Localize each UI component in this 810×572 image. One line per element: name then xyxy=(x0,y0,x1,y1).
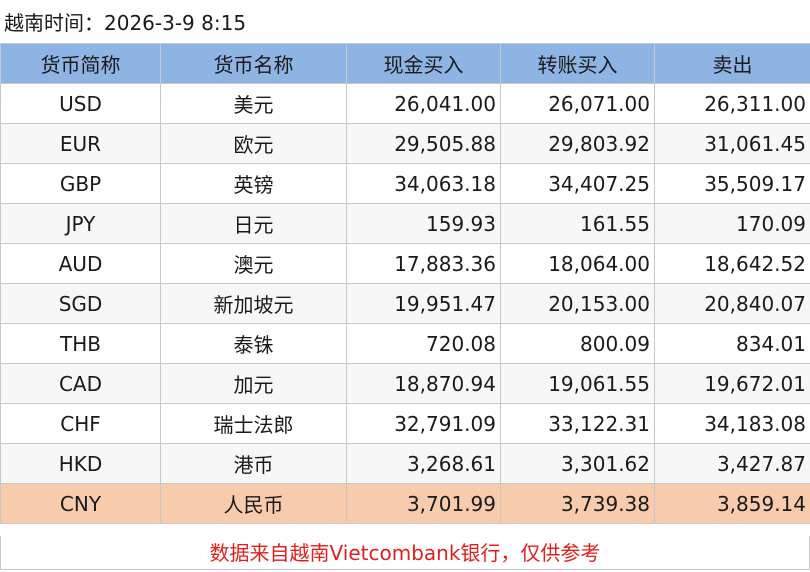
table-row: AUD 澳元 17,883.36 18,064.00 18,642.52 xyxy=(0,243,810,284)
sell-value: 26,311.00 xyxy=(654,83,810,124)
currency-name: 加元 xyxy=(160,363,347,404)
sell-value: 3,427.87 xyxy=(654,443,810,484)
transfer-buy-value: 800.09 xyxy=(500,323,655,364)
cash-buy-value: 32,791.09 xyxy=(346,403,501,444)
page-title: 越南时间：2026-3-9 8:15 xyxy=(4,11,247,35)
transfer-buy-value: 3,301.62 xyxy=(500,443,655,484)
cash-buy-value: 19,951.47 xyxy=(346,283,501,324)
currency-name: 英镑 xyxy=(160,163,347,204)
sell-value: 34,183.08 xyxy=(654,403,810,444)
cash-buy-value: 34,063.18 xyxy=(346,163,501,204)
currency-code: USD xyxy=(0,83,161,124)
table-row: USD 美元 26,041.00 26,071.00 26,311.00 xyxy=(0,83,810,124)
currency-code: GBP xyxy=(0,163,161,204)
table-row: EUR 欧元 29,505.88 29,803.92 31,061.45 xyxy=(0,123,810,164)
header-currency-code: 货币简称 xyxy=(0,43,161,84)
header-sell: 卖出 xyxy=(654,43,810,84)
currency-name: 瑞士法郎 xyxy=(160,403,347,444)
currency-code: JPY xyxy=(0,203,161,244)
currency-name: 美元 xyxy=(160,83,347,124)
exchange-rate-table: 货币简称 货币名称 现金买入 转账买入 卖出 USD 美元 26,041.00 … xyxy=(0,43,810,524)
cash-buy-value: 29,505.88 xyxy=(346,123,501,164)
header-currency-name: 货币名称 xyxy=(160,43,347,84)
currency-code: AUD xyxy=(0,243,161,284)
transfer-buy-value: 3,739.38 xyxy=(500,483,655,524)
sell-value: 834.01 xyxy=(654,323,810,364)
currency-name: 港币 xyxy=(160,443,347,484)
sell-value: 170.09 xyxy=(654,203,810,244)
table-row: HKD 港币 3,268.61 3,301.62 3,427.87 xyxy=(0,443,810,484)
cash-buy-value: 17,883.36 xyxy=(346,243,501,284)
table-row: GBP 英镑 34,063.18 34,407.25 35,509.17 xyxy=(0,163,810,204)
cash-buy-value: 720.08 xyxy=(346,323,501,364)
table-row: CHF 瑞士法郎 32,791.09 33,122.31 34,183.08 xyxy=(0,403,810,444)
table-row: JPY 日元 159.93 161.55 170.09 xyxy=(0,203,810,244)
header-cash-buy: 现金买入 xyxy=(346,43,501,84)
currency-name: 日元 xyxy=(160,203,347,244)
table-row-highlighted: CNY 人民币 3,701.99 3,739.38 3,859.14 xyxy=(0,483,810,524)
transfer-buy-value: 19,061.55 xyxy=(500,363,655,404)
cash-buy-value: 18,870.94 xyxy=(346,363,501,404)
cash-buy-value: 3,268.61 xyxy=(346,443,501,484)
sell-value: 18,642.52 xyxy=(654,243,810,284)
transfer-buy-value: 26,071.00 xyxy=(500,83,655,124)
currency-code: CAD xyxy=(0,363,161,404)
table-body: USD 美元 26,041.00 26,071.00 26,311.00 EUR… xyxy=(0,83,810,524)
currency-name: 澳元 xyxy=(160,243,347,284)
sell-value: 19,672.01 xyxy=(654,363,810,404)
transfer-buy-value: 29,803.92 xyxy=(500,123,655,164)
table-row: CAD 加元 18,870.94 19,061.55 19,672.01 xyxy=(0,363,810,404)
table-header-row: 货币简称 货币名称 现金买入 转账买入 卖出 xyxy=(0,43,810,84)
transfer-buy-value: 33,122.31 xyxy=(500,403,655,444)
table-row: SGD 新加坡元 19,951.47 20,153.00 20,840.07 xyxy=(0,283,810,324)
cash-buy-value: 26,041.00 xyxy=(346,83,501,124)
transfer-buy-value: 161.55 xyxy=(500,203,655,244)
currency-name: 人民币 xyxy=(160,483,347,524)
currency-name: 泰铢 xyxy=(160,323,347,364)
cash-buy-value: 3,701.99 xyxy=(346,483,501,524)
table-row: THB 泰铢 720.08 800.09 834.01 xyxy=(0,323,810,364)
currency-code: HKD xyxy=(0,443,161,484)
cash-buy-value: 159.93 xyxy=(346,203,501,244)
currency-name: 新加坡元 xyxy=(160,283,347,324)
currency-code: EUR xyxy=(0,123,161,164)
currency-name: 欧元 xyxy=(160,123,347,164)
currency-code: CHF xyxy=(0,403,161,444)
transfer-buy-value: 18,064.00 xyxy=(500,243,655,284)
currency-code: THB xyxy=(0,323,161,364)
sell-value: 20,840.07 xyxy=(654,283,810,324)
transfer-buy-value: 20,153.00 xyxy=(500,283,655,324)
transfer-buy-value: 34,407.25 xyxy=(500,163,655,204)
header-transfer-buy: 转账买入 xyxy=(500,43,655,84)
sell-value: 35,509.17 xyxy=(654,163,810,204)
currency-code: CNY xyxy=(0,483,161,524)
source-disclaimer: 数据来自越南Vietcombank银行，仅供参考 xyxy=(0,536,810,570)
currency-code: SGD xyxy=(0,283,161,324)
sell-value: 3,859.14 xyxy=(654,483,810,524)
sell-value: 31,061.45 xyxy=(654,123,810,164)
